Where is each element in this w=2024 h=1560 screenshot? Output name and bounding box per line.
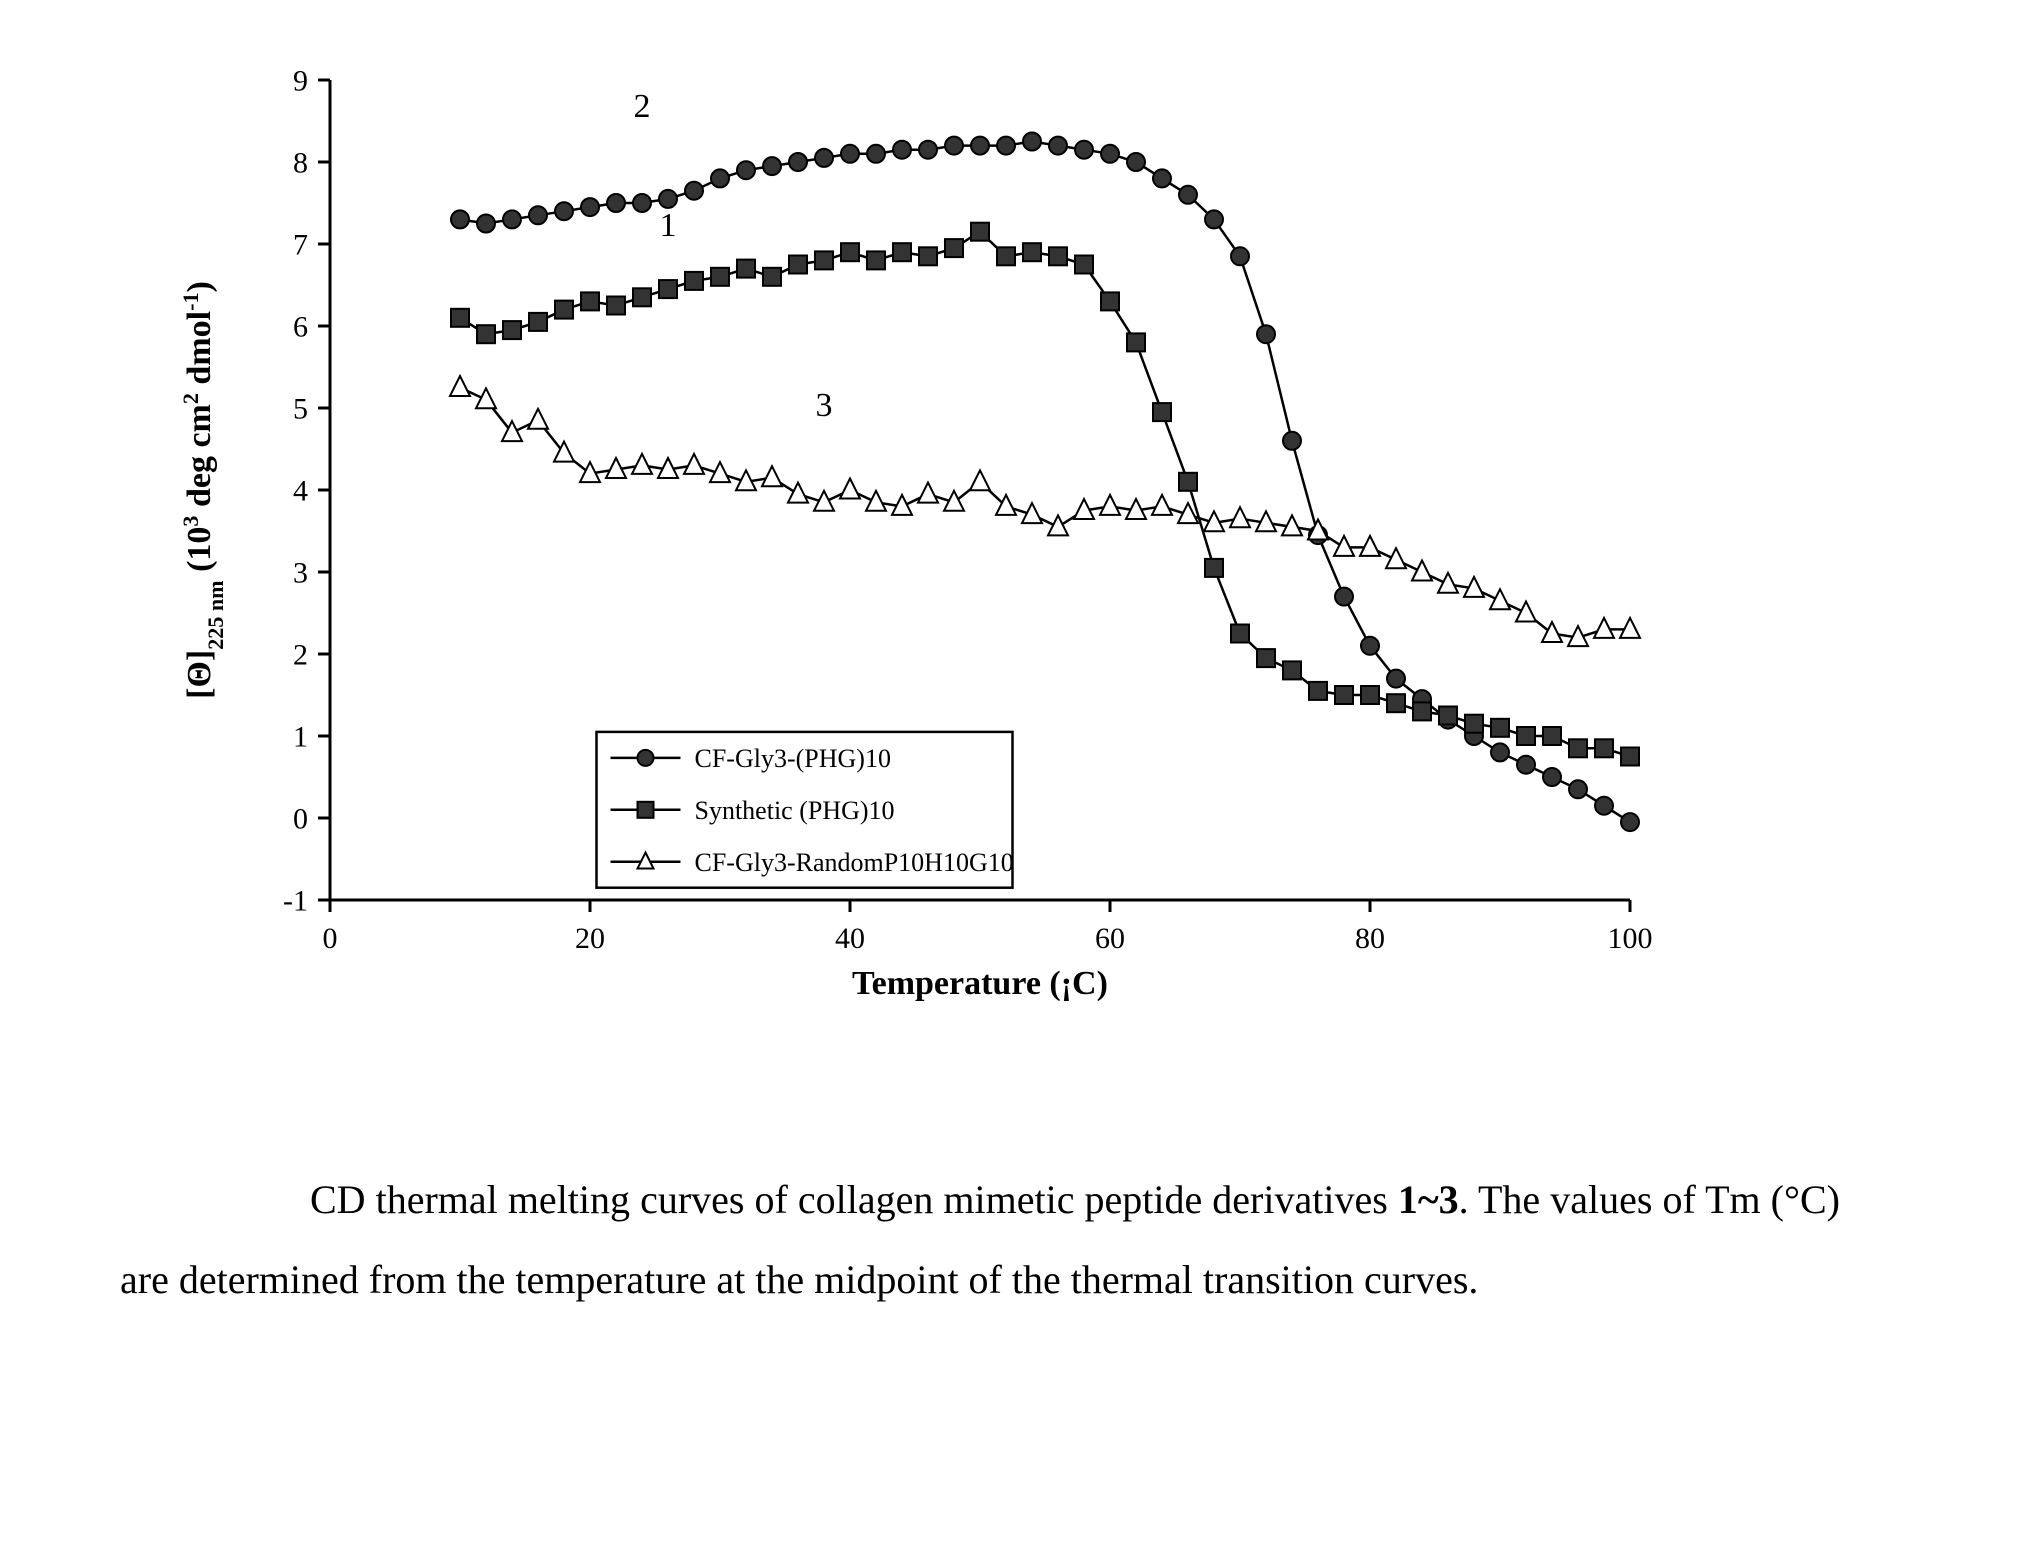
svg-text:CF-Gly3-(PHG)10: CF-Gly3-(PHG)10 [695, 744, 891, 773]
svg-text:CF-Gly3-RandomP10H10G10: CF-Gly3-RandomP10H10G10 [695, 848, 1014, 877]
svg-text:5: 5 [293, 393, 308, 426]
svg-text:0: 0 [323, 922, 338, 955]
caption-text-1: CD thermal melting curves of collagen mi… [310, 1177, 1398, 1222]
svg-text:20: 20 [575, 922, 605, 955]
svg-text:4: 4 [293, 475, 308, 508]
caption-bold: 1~3 [1398, 1177, 1459, 1222]
svg-text:100: 100 [1608, 922, 1653, 955]
svg-text:1: 1 [660, 207, 677, 244]
svg-text:9: 9 [293, 65, 308, 98]
svg-text:Temperature (¡C): Temperature (¡C) [852, 965, 1108, 1002]
svg-text:40: 40 [835, 922, 865, 955]
svg-text:80: 80 [1355, 922, 1385, 955]
chart-area: -1 0 1 2 3 4 5 6 7 8 9 0 20 40 60 80 100 Temperature (¡C)… [120, 40, 1680, 1040]
svg-text:0: 0 [293, 803, 308, 836]
svg-text:7: 7 [293, 229, 308, 262]
svg-text:2: 2 [634, 88, 651, 125]
svg-text:8: 8 [293, 147, 308, 180]
svg-text:1: 1 [293, 721, 308, 754]
page: -1 0 1 2 3 4 5 6 7 8 9 0 20 40 60 80 100 Temperature (¡C)… [0, 0, 2024, 1560]
cd-melting-chart: -1 0 1 2 3 4 5 6 7 8 9 0 20 40 60 80 100 Temperature (¡C)… [120, 40, 1680, 1040]
svg-text:Synthetic (PHG)10: Synthetic (PHG)10 [695, 796, 895, 825]
figure-caption: CD thermal melting curves of collagen mi… [120, 1160, 1840, 1320]
svg-text:-1: -1 [283, 885, 308, 918]
svg-text:2: 2 [293, 639, 308, 672]
svg-text:3: 3 [816, 387, 833, 424]
svg-text:6: 6 [293, 311, 308, 344]
svg-text:3: 3 [293, 557, 308, 590]
svg-text:60: 60 [1095, 922, 1125, 955]
svg-text:[Θ]225 nm (103 deg cm2 dmol-1): [Θ]225 nm (103 deg cm2 dmol-1) [178, 281, 228, 699]
